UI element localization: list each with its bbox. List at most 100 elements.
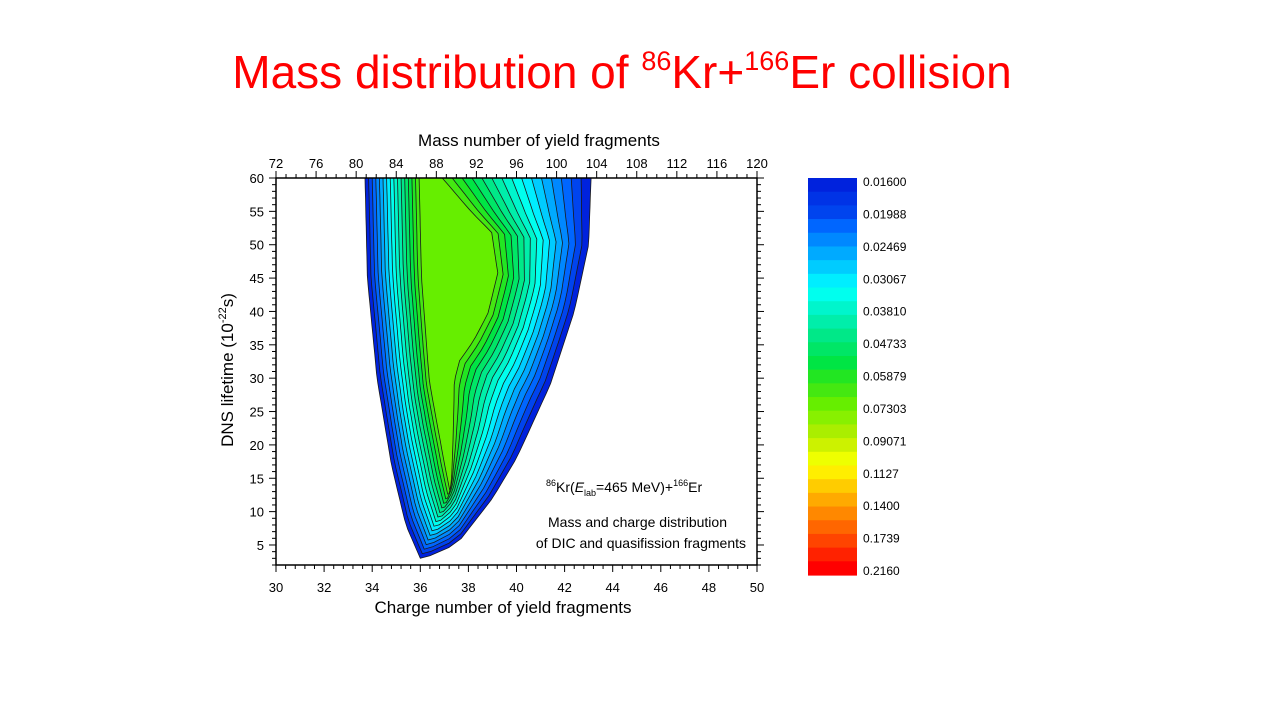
colorbar-label: 0.1739 — [863, 532, 900, 546]
tick-label: 38 — [461, 580, 475, 595]
annotation-e: E — [575, 479, 585, 495]
colorbar-swatch — [808, 492, 857, 508]
title-sup-er: 166 — [744, 46, 790, 76]
colorbar-swatch — [808, 369, 857, 384]
y-axis-title-end: s) — [218, 293, 237, 307]
tick-label: 104 — [586, 156, 608, 171]
tick-label: 34 — [365, 580, 379, 595]
tick-label: 96 — [509, 156, 523, 171]
tick-label: 50 — [750, 580, 764, 595]
colorbar-swatch — [808, 301, 857, 316]
colorbar-swatch — [808, 506, 857, 521]
annotation-reaction: 86Kr(Elab=465 MeV)+166Er — [546, 478, 702, 498]
axis-tick-labels: 30 32 34 36 38 40 42 44 46 48 50 72 76 80 84 88 92 96 100 1… — [250, 156, 768, 595]
slide-title: Mass distribution of 86Kr+166Er collisio… — [0, 44, 1244, 100]
contour-line — [389, 177, 544, 527]
colorbar-swatch — [808, 246, 857, 261]
colorbar-label: 0.04733 — [863, 337, 907, 351]
tick-label: 45 — [250, 271, 264, 286]
annotation-sup-kr: 86 — [546, 478, 556, 488]
contour-line — [378, 177, 563, 541]
tick-label: 55 — [250, 204, 264, 219]
contour-line — [397, 177, 531, 518]
tick-label: 10 — [250, 505, 264, 520]
contour-line — [404, 177, 520, 509]
colorbar-label: 0.09071 — [863, 434, 907, 448]
colorbar-labels: 0.01600 0.01988 0.02469 0.03067 0.03810 0.047… — [863, 175, 907, 578]
colorbar-label: 0.03810 — [863, 305, 907, 319]
colorbar-swatch — [808, 479, 857, 494]
tick-label: 36 — [413, 580, 427, 595]
colorbar-swatch — [808, 520, 857, 535]
contour-line — [407, 177, 515, 504]
annotation-energy: =465 MeV)+ — [596, 479, 673, 495]
tick-label: 32 — [317, 580, 331, 595]
colorbar-swatch — [808, 383, 857, 398]
colorbar-label: 0.02469 — [863, 240, 907, 254]
tick-label: 40 — [509, 580, 523, 595]
tick-label: 84 — [389, 156, 403, 171]
x-axis-title: Charge number of yield fragments — [374, 598, 631, 617]
tick-label: 44 — [605, 580, 619, 595]
colorbar-swatch — [808, 178, 857, 193]
contour-line — [371, 177, 576, 550]
contour-line — [418, 177, 499, 490]
tick-label: 42 — [557, 580, 571, 595]
tick-label: 60 — [250, 171, 264, 186]
tick-label: 108 — [626, 156, 648, 171]
annotation-line-3: of DIC and quasifission fragments — [536, 535, 746, 551]
colorbar-swatch — [808, 191, 857, 206]
colorbar-swatch — [808, 205, 857, 220]
title-suffix: Er collision — [789, 46, 1012, 98]
y-axis-title: DNS lifetime (10-22s) — [217, 293, 237, 447]
title-prefix: Mass distribution of — [232, 46, 642, 98]
annotation-er: Er — [688, 479, 702, 495]
colorbar — [808, 178, 857, 576]
colorbar-label: 0.1400 — [863, 499, 900, 513]
contour-line — [368, 177, 583, 555]
tick-label: 15 — [250, 471, 264, 486]
tick-label: 35 — [250, 338, 264, 353]
tick-label: 88 — [429, 156, 443, 171]
tick-label: 5 — [257, 538, 264, 553]
colorbar-label: 0.01988 — [863, 207, 907, 221]
colorbar-swatch — [808, 533, 857, 549]
tick-label: 48 — [702, 580, 716, 595]
colorbar-swatch — [808, 232, 857, 248]
colorbar-label: 0.07303 — [863, 402, 907, 416]
tick-label: 50 — [250, 238, 264, 253]
tick-label: 40 — [250, 304, 264, 319]
tick-label: 30 — [269, 580, 283, 595]
tick-label: 92 — [469, 156, 483, 171]
contour-line — [375, 177, 570, 546]
colorbar-label: 0.2160 — [863, 564, 900, 578]
contour-line — [415, 177, 504, 495]
colorbar-swatch — [808, 547, 857, 562]
tick-label: 100 — [546, 156, 568, 171]
tick-label: 116 — [707, 156, 728, 171]
axis-ticks — [269, 171, 764, 572]
colorbar-swatch — [808, 561, 857, 576]
tick-label: 120 — [746, 156, 768, 171]
colorbar-swatch — [808, 260, 857, 275]
y-axis-title-main: DNS lifetime (10 — [218, 323, 237, 447]
annotation-line-2: Mass and charge distribution — [548, 514, 727, 530]
colorbar-swatch — [808, 355, 857, 371]
tick-label: 80 — [349, 156, 363, 171]
annotation-lab: lab — [584, 488, 596, 498]
tick-label: 46 — [654, 580, 668, 595]
contour-line — [400, 177, 525, 513]
colorbar-label: 0.01600 — [863, 175, 907, 189]
colorbar-swatch — [808, 410, 857, 426]
tick-label: 112 — [666, 156, 687, 171]
colorbar-swatch — [808, 451, 857, 467]
title-mid: Kr+ — [671, 46, 745, 98]
tick-label: 25 — [250, 405, 264, 420]
colorbar-label: 0.1127 — [863, 467, 899, 481]
contour-line — [411, 177, 509, 500]
contour-line — [382, 177, 557, 536]
contour-line — [386, 177, 551, 532]
contour-line — [364, 177, 592, 559]
colorbar-swatch — [808, 273, 857, 289]
